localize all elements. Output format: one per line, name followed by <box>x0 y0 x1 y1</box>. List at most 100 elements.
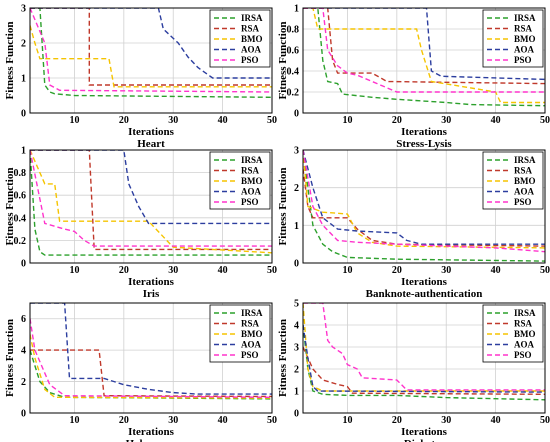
x-tick-label: 10 <box>342 265 352 276</box>
y-tick-label: 0 <box>294 259 299 270</box>
y-tick-label: 1 <box>294 4 299 15</box>
chart-panel-3: 10 20 30 40 50 0 0.2 0.4 0.6 0.8 1 IRSARSABMOAOAPSO… <box>4 146 277 301</box>
y-tick-label: 3 <box>21 4 26 15</box>
series-line-aoa <box>30 150 272 225</box>
y-tick-label: 0.8 <box>287 25 300 36</box>
series-line-bmo <box>303 150 545 249</box>
series-line-irsa <box>30 8 272 98</box>
plot-frame <box>302 7 546 114</box>
x-axis-label: Iterations <box>128 126 175 138</box>
y-tick-label: 4 <box>21 346 26 357</box>
y-tick-label: 2 <box>294 183 299 194</box>
x-tick-label: 10 <box>342 415 352 426</box>
series-line-irsa <box>303 8 545 107</box>
series-line-pso <box>30 150 272 247</box>
y-tick-label: 1 <box>294 221 299 232</box>
x-tick-label: 20 <box>119 265 129 276</box>
x-tick-label: 20 <box>119 115 129 126</box>
series-line-rsa <box>30 349 272 398</box>
legend-label-aoa: AOA <box>241 45 262 55</box>
x-tick-label: 10 <box>69 265 79 276</box>
legend-label-irsa: IRSA <box>514 13 536 23</box>
legend-label-rsa: RSA <box>514 166 533 176</box>
legend-label-irsa: IRSA <box>514 308 536 318</box>
x-tick-label: 30 <box>168 265 178 276</box>
chart-title: Iris <box>143 288 160 300</box>
chart-panel-2: 10 20 30 40 50 0 0.2 0.4 0.6 0.8 1 IRSARSABMOAOAPSO… <box>277 4 550 151</box>
y-tick-label: 0 <box>294 109 299 120</box>
legend-label-irsa: IRSA <box>241 13 263 23</box>
x-tick-label: 50 <box>267 115 277 126</box>
legend-label-rsa: RSA <box>241 319 260 329</box>
x-tick-label: 10 <box>69 115 79 126</box>
legend-box <box>209 9 271 68</box>
legend-label-aoa: AOA <box>514 45 535 55</box>
legend-label-irsa: IRSA <box>241 308 263 318</box>
y-tick-label: 6 <box>21 314 26 325</box>
series-line-bmo <box>303 8 545 104</box>
y-tick-label: 0.4 <box>287 67 300 78</box>
legend-label-bmo: BMO <box>241 176 263 186</box>
x-tick-label: 40 <box>218 265 228 276</box>
y-tick-label: 0.8 <box>14 168 27 179</box>
y-tick-label: 0.2 <box>287 88 300 99</box>
y-tick-label: 0 <box>294 409 299 420</box>
x-tick-label: 10 <box>69 415 79 426</box>
x-tick-label: 40 <box>218 415 228 426</box>
series-line-rsa <box>303 8 545 85</box>
legend-label-rsa: RSA <box>241 24 260 34</box>
series-line-irsa <box>303 150 545 262</box>
x-tick-label: 30 <box>168 415 178 426</box>
legend-box <box>482 9 544 68</box>
y-tick-label: 0 <box>21 409 26 420</box>
y-tick-label: 4 <box>294 321 299 332</box>
series-line-rsa <box>303 346 545 395</box>
series-line-aoa <box>30 8 272 79</box>
y-axis-label: Fitness Function <box>4 319 16 397</box>
x-axis-label: Iterations <box>401 126 448 138</box>
series-line-pso <box>303 303 545 391</box>
series-line-pso <box>303 150 545 253</box>
series-line-aoa <box>303 150 545 245</box>
plot-frame <box>302 302 546 414</box>
chart-title: Haberman <box>126 438 177 442</box>
chart-title: Diabetes <box>404 438 445 442</box>
legend-label-pso: PSO <box>241 55 259 65</box>
series-line-bmo <box>30 150 272 254</box>
y-tick-label: 2 <box>21 39 26 50</box>
x-axis-label: Iterations <box>401 426 448 438</box>
series-line-pso <box>30 8 272 93</box>
plot-frame <box>29 149 273 264</box>
legend-label-aoa: AOA <box>514 187 535 197</box>
y-tick-label: 2 <box>294 365 299 376</box>
legend-label-pso: PSO <box>241 197 259 207</box>
series-line-rsa <box>30 8 272 86</box>
y-tick-label: 0 <box>21 259 26 270</box>
y-axis-label: Fitness Function <box>4 22 16 100</box>
legend-box <box>482 304 544 363</box>
legend-box <box>209 304 271 363</box>
y-tick-label: 1 <box>21 146 26 157</box>
series-line-bmo <box>30 334 272 399</box>
series-line-irsa <box>30 150 272 256</box>
legend-label-irsa: IRSA <box>514 155 536 165</box>
y-axis-label: Fitness Function <box>277 22 289 100</box>
y-axis-label: Fitness Function <box>277 319 289 397</box>
x-tick-label: 20 <box>392 415 402 426</box>
legend-label-pso: PSO <box>241 350 259 360</box>
y-tick-label: 0 <box>21 109 26 120</box>
x-tick-label: 50 <box>267 265 277 276</box>
legend-box <box>482 151 544 210</box>
legend-label-rsa: RSA <box>241 166 260 176</box>
x-tick-label: 10 <box>342 115 352 126</box>
legend-label-aoa: AOA <box>241 340 262 350</box>
y-axis-label: Fitness Function <box>277 168 289 246</box>
x-tick-label: 30 <box>168 115 178 126</box>
legend-label-rsa: RSA <box>514 319 533 329</box>
legend-label-bmo: BMO <box>514 34 536 44</box>
y-tick-label: 0.6 <box>287 46 300 57</box>
